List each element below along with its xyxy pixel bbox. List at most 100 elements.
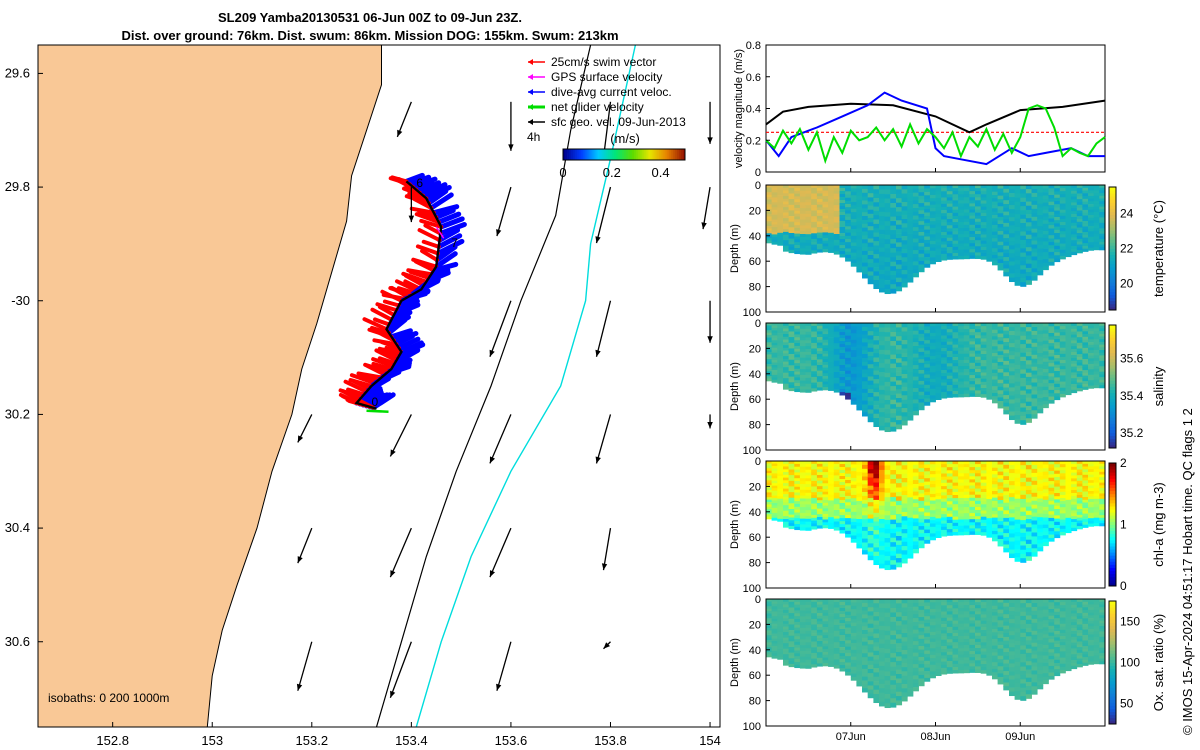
heatmap-cell bbox=[766, 461, 773, 464]
heatmap-cell bbox=[805, 202, 812, 206]
heatmap-cell bbox=[1014, 247, 1021, 253]
heatmap-cell bbox=[867, 481, 874, 487]
heatmap-cell bbox=[867, 526, 874, 532]
heatmap-cell bbox=[997, 216, 1004, 221]
heatmap-cell bbox=[1065, 226, 1072, 231]
heatmap-cell bbox=[1025, 343, 1032, 349]
heatmap-cell bbox=[1059, 390, 1066, 395]
heatmap-cell bbox=[918, 380, 925, 385]
heatmap-cell bbox=[1093, 504, 1100, 508]
heatmap-cell bbox=[1003, 245, 1010, 250]
heatmap-cell bbox=[811, 357, 818, 361]
heatmap-cell bbox=[862, 381, 869, 386]
heatmap-cell bbox=[1099, 498, 1106, 502]
heatmap-cell bbox=[856, 500, 863, 505]
heatmap-cell bbox=[766, 199, 773, 203]
heatmap-cell bbox=[1003, 536, 1010, 542]
heatmap-cell bbox=[1025, 527, 1032, 532]
heatmap-cell bbox=[1093, 336, 1100, 340]
heatmap-cell bbox=[805, 228, 812, 232]
heatmap-cell bbox=[980, 256, 987, 260]
heatmap-cell bbox=[822, 474, 829, 479]
heatmap-cell bbox=[856, 185, 863, 190]
heatmap-cell bbox=[1071, 190, 1078, 195]
heatmap-cell bbox=[1076, 337, 1083, 341]
heatmap-colorbar-swatch bbox=[1109, 512, 1116, 516]
heatmap-cell bbox=[986, 383, 993, 387]
heatmap-cell bbox=[997, 326, 1004, 331]
heatmap-cell bbox=[828, 221, 835, 225]
heatmap-cell bbox=[1048, 185, 1055, 189]
heatmap-cell bbox=[896, 268, 903, 274]
heatmap-cell bbox=[856, 526, 863, 531]
heatmap-cell bbox=[975, 215, 982, 220]
map-colorbar-swatch bbox=[587, 149, 590, 160]
heatmap-cell bbox=[896, 193, 903, 199]
heatmap-cell bbox=[805, 613, 812, 617]
heatmap-cell bbox=[890, 284, 897, 290]
heatmap-cell bbox=[929, 392, 936, 396]
heatmap-cell bbox=[1048, 531, 1055, 535]
heatmap-colorbar-swatch bbox=[1109, 202, 1116, 206]
depth-tick-label: 60 bbox=[749, 532, 761, 544]
heatmap-cell bbox=[833, 340, 840, 344]
heatmap-cell bbox=[1071, 510, 1078, 514]
heatmap-cell bbox=[884, 336, 891, 342]
heatmap-cell bbox=[777, 360, 784, 364]
heatmap-cell bbox=[845, 527, 852, 532]
heatmap-cell bbox=[850, 205, 857, 210]
heatmap-cell bbox=[862, 534, 869, 539]
heatmap-cell bbox=[997, 362, 1004, 366]
heatmap-cell bbox=[907, 233, 914, 239]
heatmap-cell bbox=[1020, 390, 1027, 396]
heatmap-cell bbox=[1071, 346, 1078, 350]
heatmap-cell bbox=[850, 377, 857, 381]
heatmap-cell bbox=[929, 198, 936, 202]
heatmap-cell bbox=[907, 209, 914, 214]
heatmap-cell bbox=[816, 337, 823, 341]
heatmap-cell bbox=[788, 601, 795, 606]
heatmap-cell bbox=[1059, 246, 1066, 251]
heatmap-cell bbox=[1065, 370, 1072, 375]
heatmap-cell bbox=[833, 213, 840, 218]
heatmap-cell bbox=[952, 378, 959, 383]
heatmap-cell bbox=[1031, 544, 1038, 549]
heatmap-cell bbox=[946, 492, 953, 496]
heatmap-cell bbox=[1025, 356, 1032, 361]
heatmap-cell bbox=[771, 367, 778, 371]
heatmap-cell bbox=[1082, 372, 1089, 376]
heatmap-cell bbox=[1082, 483, 1089, 487]
heatmap-cell bbox=[896, 255, 903, 261]
heatmap-cell bbox=[969, 243, 976, 247]
heatmap-cell bbox=[1037, 334, 1044, 339]
heatmap-cell bbox=[1059, 522, 1066, 527]
heatmap-cell bbox=[805, 375, 812, 379]
heatmap-cell bbox=[1031, 189, 1038, 194]
heatmap-cell bbox=[986, 194, 993, 199]
heatmap-cell bbox=[879, 483, 886, 489]
heatmap-cell bbox=[963, 326, 970, 330]
heatmap-cell bbox=[1031, 260, 1038, 265]
heatmap-cell bbox=[997, 259, 1004, 264]
heatmap-colorbar-swatch bbox=[1109, 392, 1116, 397]
heatmap-colorbar-swatch bbox=[1109, 579, 1116, 584]
heatmap-cell bbox=[992, 238, 999, 243]
heatmap-cell bbox=[1099, 187, 1106, 191]
heatmap-cell bbox=[1071, 187, 1078, 192]
heatmap-cell bbox=[873, 236, 880, 242]
heatmap-cell bbox=[890, 185, 897, 190]
heatmap-cell bbox=[884, 271, 891, 276]
heatmap-cell bbox=[1082, 466, 1089, 470]
heatmap-cell bbox=[1099, 369, 1106, 373]
swim-vector bbox=[349, 373, 377, 386]
heatmap-cell bbox=[799, 512, 806, 517]
heatmap-cell bbox=[1009, 193, 1016, 198]
heatmap-cell bbox=[896, 527, 903, 533]
heatmap-cell bbox=[975, 369, 982, 373]
heatmap-cell bbox=[799, 216, 806, 220]
heatmap-cell bbox=[958, 375, 965, 379]
heatmap-colorbar-label: chl-a (mg m-3) bbox=[1151, 482, 1166, 567]
heatmap-cell bbox=[879, 363, 886, 368]
heatmap-cell bbox=[946, 203, 953, 208]
